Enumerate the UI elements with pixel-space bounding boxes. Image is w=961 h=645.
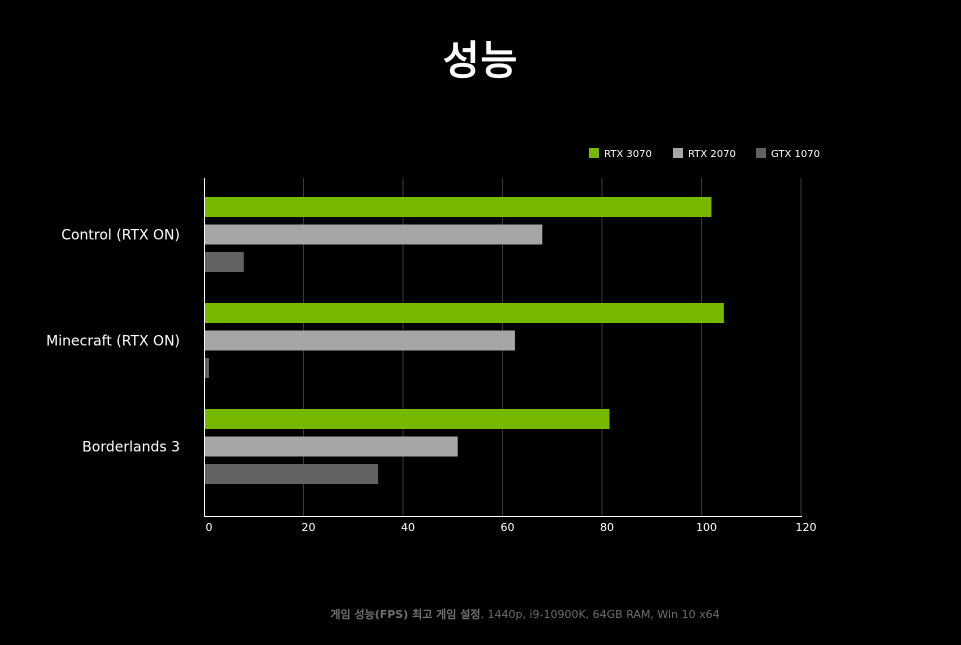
footnote-bold: 게임 성능(FPS) 최고 게임 설정 — [330, 608, 481, 621]
legend: RTX 3070 RTX 2070 GTX 1070 — [589, 148, 820, 160]
legend-label: RTX 3070 — [604, 149, 652, 160]
x-tick-label: 0 — [206, 521, 213, 534]
legend-swatch — [673, 148, 683, 158]
bar — [205, 436, 458, 457]
x-tick-label: 20 — [302, 521, 316, 534]
x-tick-label: 120 — [796, 521, 817, 534]
category-labels: Control (RTX ON) Minecraft (RTX ON) Border… — [46, 228, 180, 456]
x-tick-label: 40 — [401, 521, 415, 534]
page-title: 성능 — [442, 38, 519, 84]
x-tick-label: 60 — [501, 521, 515, 534]
bar — [205, 409, 610, 429]
legend-label: RTX 2070 — [688, 149, 736, 160]
bar — [205, 224, 543, 245]
bars — [205, 197, 724, 484]
bar — [205, 464, 379, 484]
legend-label: GTX 1070 — [771, 149, 820, 160]
footnote-rest: , 1440p, i9-10900K, 64GB RAM, Win 10 x64 — [480, 608, 720, 621]
bar — [205, 252, 244, 272]
x-tick-label: 80 — [600, 521, 614, 534]
bar — [205, 303, 724, 323]
category-label: Control (RTX ON) — [61, 228, 180, 244]
category-label: Minecraft (RTX ON) — [46, 334, 180, 350]
category-label: Borderlands 3 — [82, 440, 180, 456]
bar — [205, 358, 209, 378]
axes — [204, 178, 802, 517]
footnote: 게임 성능(FPS) 최고 게임 설정, 1440p, i9-10900K, 6… — [0, 606, 961, 622]
legend-swatch — [756, 148, 766, 158]
x-tick-labels: 0 20 40 60 80 100 120 — [206, 521, 817, 534]
legend-swatch — [589, 148, 599, 158]
bar — [205, 197, 712, 217]
bar — [205, 330, 515, 351]
x-tick-label: 100 — [696, 521, 717, 534]
